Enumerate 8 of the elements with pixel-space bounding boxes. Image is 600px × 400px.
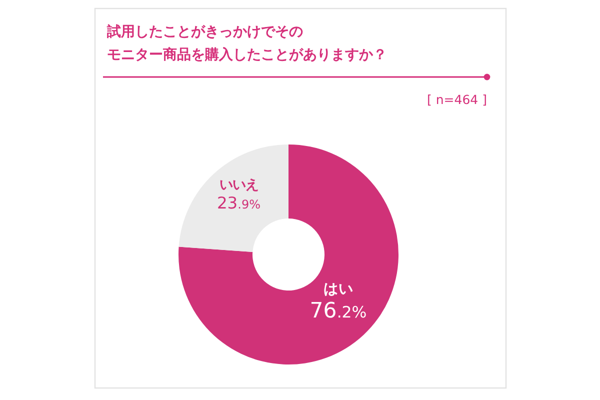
text: [ n=464 ] (427, 92, 487, 107)
donut-slice (178, 144, 398, 364)
donut-slice (178, 144, 288, 252)
slice-label: はい (323, 281, 354, 298)
data-label: 76.2% (310, 298, 367, 324)
chart-title: 試用したことがきっかけでそのモニター商品を購入したことがありますか？ (106, 23, 387, 63)
slice-label: いいえ (219, 176, 258, 193)
data-label: 23.9% (216, 193, 261, 212)
